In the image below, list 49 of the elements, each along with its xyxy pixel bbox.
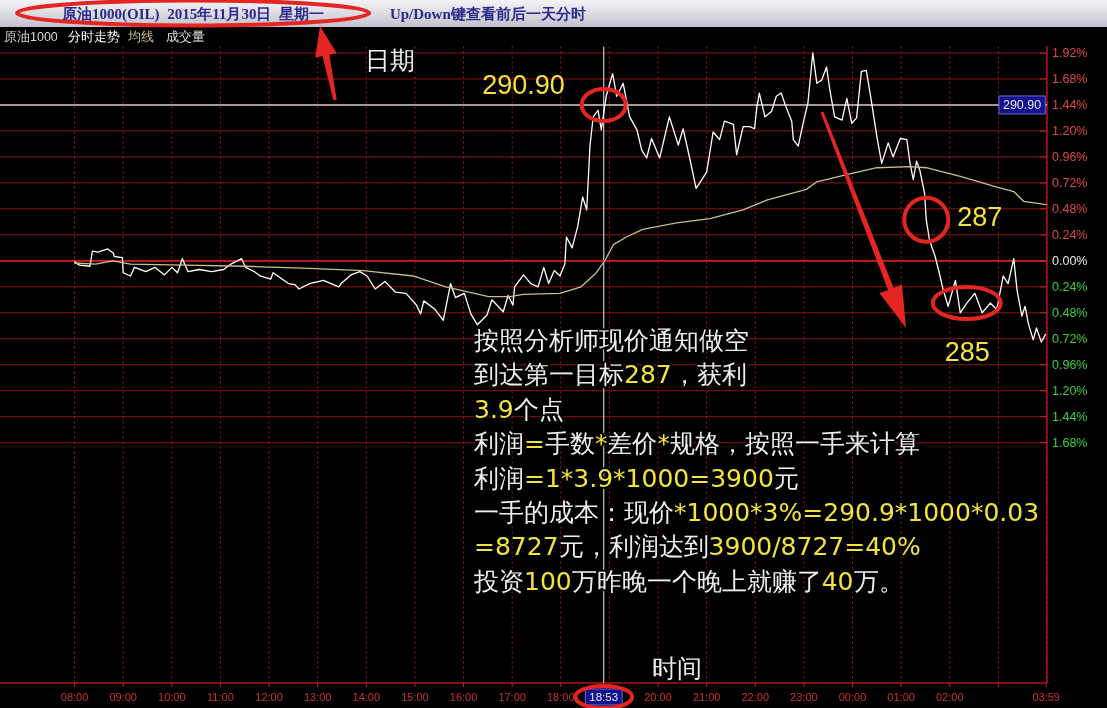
annotation: 18:53: [589, 691, 619, 703]
x-tick-label: 03:59: [1032, 691, 1060, 703]
x-tick-label: 21:00: [692, 691, 721, 703]
y-tick-label: 1.92%: [1052, 45, 1088, 60]
y-tick-label: 1.20%: [1052, 123, 1088, 138]
y-tick-label: 0.00%: [1052, 253, 1088, 268]
x-tick-label: 23:00: [790, 691, 818, 703]
annotation: 290.90: [1002, 97, 1042, 112]
y-tick-label: 1.44%: [1052, 97, 1088, 112]
y-tick-label: 0.48%: [1052, 201, 1088, 216]
chart-subtitle: 原油1000: [4, 30, 58, 44]
y-tick-label: 0.72%: [1052, 175, 1088, 190]
x-tick-label: 02:00: [935, 691, 964, 703]
x-tick-label: 09:00: [109, 691, 137, 703]
x-tick-label: 20:00: [644, 691, 672, 703]
x-tick-label: 11:00: [207, 691, 234, 703]
x-tick-label: 18:00: [547, 691, 575, 703]
y-tick-label: 1.68%: [1052, 71, 1088, 86]
x-tick-label: 14:00: [352, 691, 381, 703]
y-tick-label: 0.24%: [1052, 279, 1088, 294]
annotation: 290.90: [482, 69, 565, 100]
x-tick-label: 17:00: [498, 691, 526, 703]
annotation: =8727元，利润达到3900/8727=40%: [474, 531, 921, 561]
x-tick-label: 22:00: [741, 691, 770, 703]
annotation: 一手的成本：现价*1000*3%=290.9*1000*0.03: [474, 497, 1040, 527]
x-tick-label: 01:00: [887, 691, 915, 703]
y-tick-label: 1.68%: [1052, 435, 1088, 450]
text: 成交量: [165, 29, 205, 44]
x-tick-label: 15:00: [401, 691, 429, 703]
legend: 分时走势 均线: [67, 30, 154, 44]
annotation: 287: [957, 201, 1003, 232]
y-tick-label: 0.96%: [1052, 357, 1088, 372]
x-tick-label: 13:00: [303, 691, 332, 703]
chart-title: 原油1000(OIL) 2015年11月30日 星期一 Up/Down键查看前后一天分时: [62, 6, 586, 22]
y-tick-label: 0.72%: [1052, 331, 1088, 346]
y-tick-label: 1.20%: [1052, 383, 1088, 398]
y-tick-label: 1.44%: [1052, 409, 1088, 424]
x-tick-label: 16:00: [449, 691, 478, 703]
x-tick-label: 08:00: [60, 691, 89, 703]
annotation: 时间: [652, 654, 702, 682]
y-tick-label: 0.24%: [1052, 227, 1088, 242]
x-tick-label: 12:00: [255, 691, 283, 703]
annotation: 3.9个点: [474, 394, 564, 424]
x-tick-label: 10:00: [158, 691, 186, 703]
y-tick-label: 0.48%: [1052, 305, 1088, 320]
annotation: 日期: [365, 46, 415, 74]
y-tick-label: 0.96%: [1052, 149, 1088, 164]
annotation: 285: [944, 337, 990, 368]
x-tick-label: 00:00: [838, 691, 867, 703]
